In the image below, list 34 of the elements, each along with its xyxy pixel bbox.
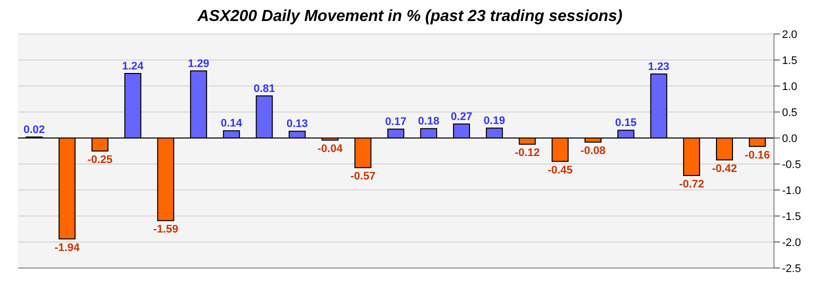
y-tick-label: -1.0	[782, 184, 801, 197]
data-label: 1.29	[188, 58, 210, 70]
data-label: -0.16	[744, 149, 770, 162]
data-label: -1.94	[54, 242, 80, 254]
data-label: -1.59	[153, 224, 178, 236]
y-tick-label: 1.5	[782, 54, 798, 67]
y-tick-label: 2.0	[782, 28, 798, 41]
data-label: 0.17	[385, 116, 406, 128]
data-label: 1.24	[122, 60, 144, 73]
y-tick-label: -2.0	[782, 236, 801, 249]
y-tick-label: -1.5	[782, 210, 801, 223]
data-label: 0.13	[286, 118, 308, 130]
data-label: 1.23	[648, 61, 670, 74]
y-tick-label: 0.0	[782, 132, 798, 145]
y-tick-label: -2.5	[782, 262, 801, 275]
data-label: 0.14	[220, 118, 244, 130]
data-label: -0.25	[87, 154, 112, 166]
data-label: -0.42	[712, 162, 738, 175]
y-tick-label: 0.5	[782, 106, 798, 119]
data-label: 0.02	[24, 124, 45, 136]
data-label: -0.72	[679, 178, 704, 190]
chart-title: ASX200 Daily Movement in % (past 23 trading sessions)	[196, 8, 624, 27]
data-label: 0.19	[484, 115, 506, 128]
data-label: 0.18	[418, 116, 440, 128]
data-label: 0.15	[615, 117, 637, 130]
y-tick-label: 1.0	[782, 80, 798, 93]
data-label: -0.45	[548, 164, 573, 176]
data-label: 0.27	[450, 110, 472, 123]
data-label: 0.81	[254, 82, 276, 95]
data-label: -0.12	[514, 147, 540, 160]
y-tick-label: -0.5	[782, 158, 801, 171]
data-label: -0.04	[318, 143, 344, 156]
data-label: -0.08	[580, 145, 606, 158]
data-label: -0.57	[350, 170, 376, 183]
